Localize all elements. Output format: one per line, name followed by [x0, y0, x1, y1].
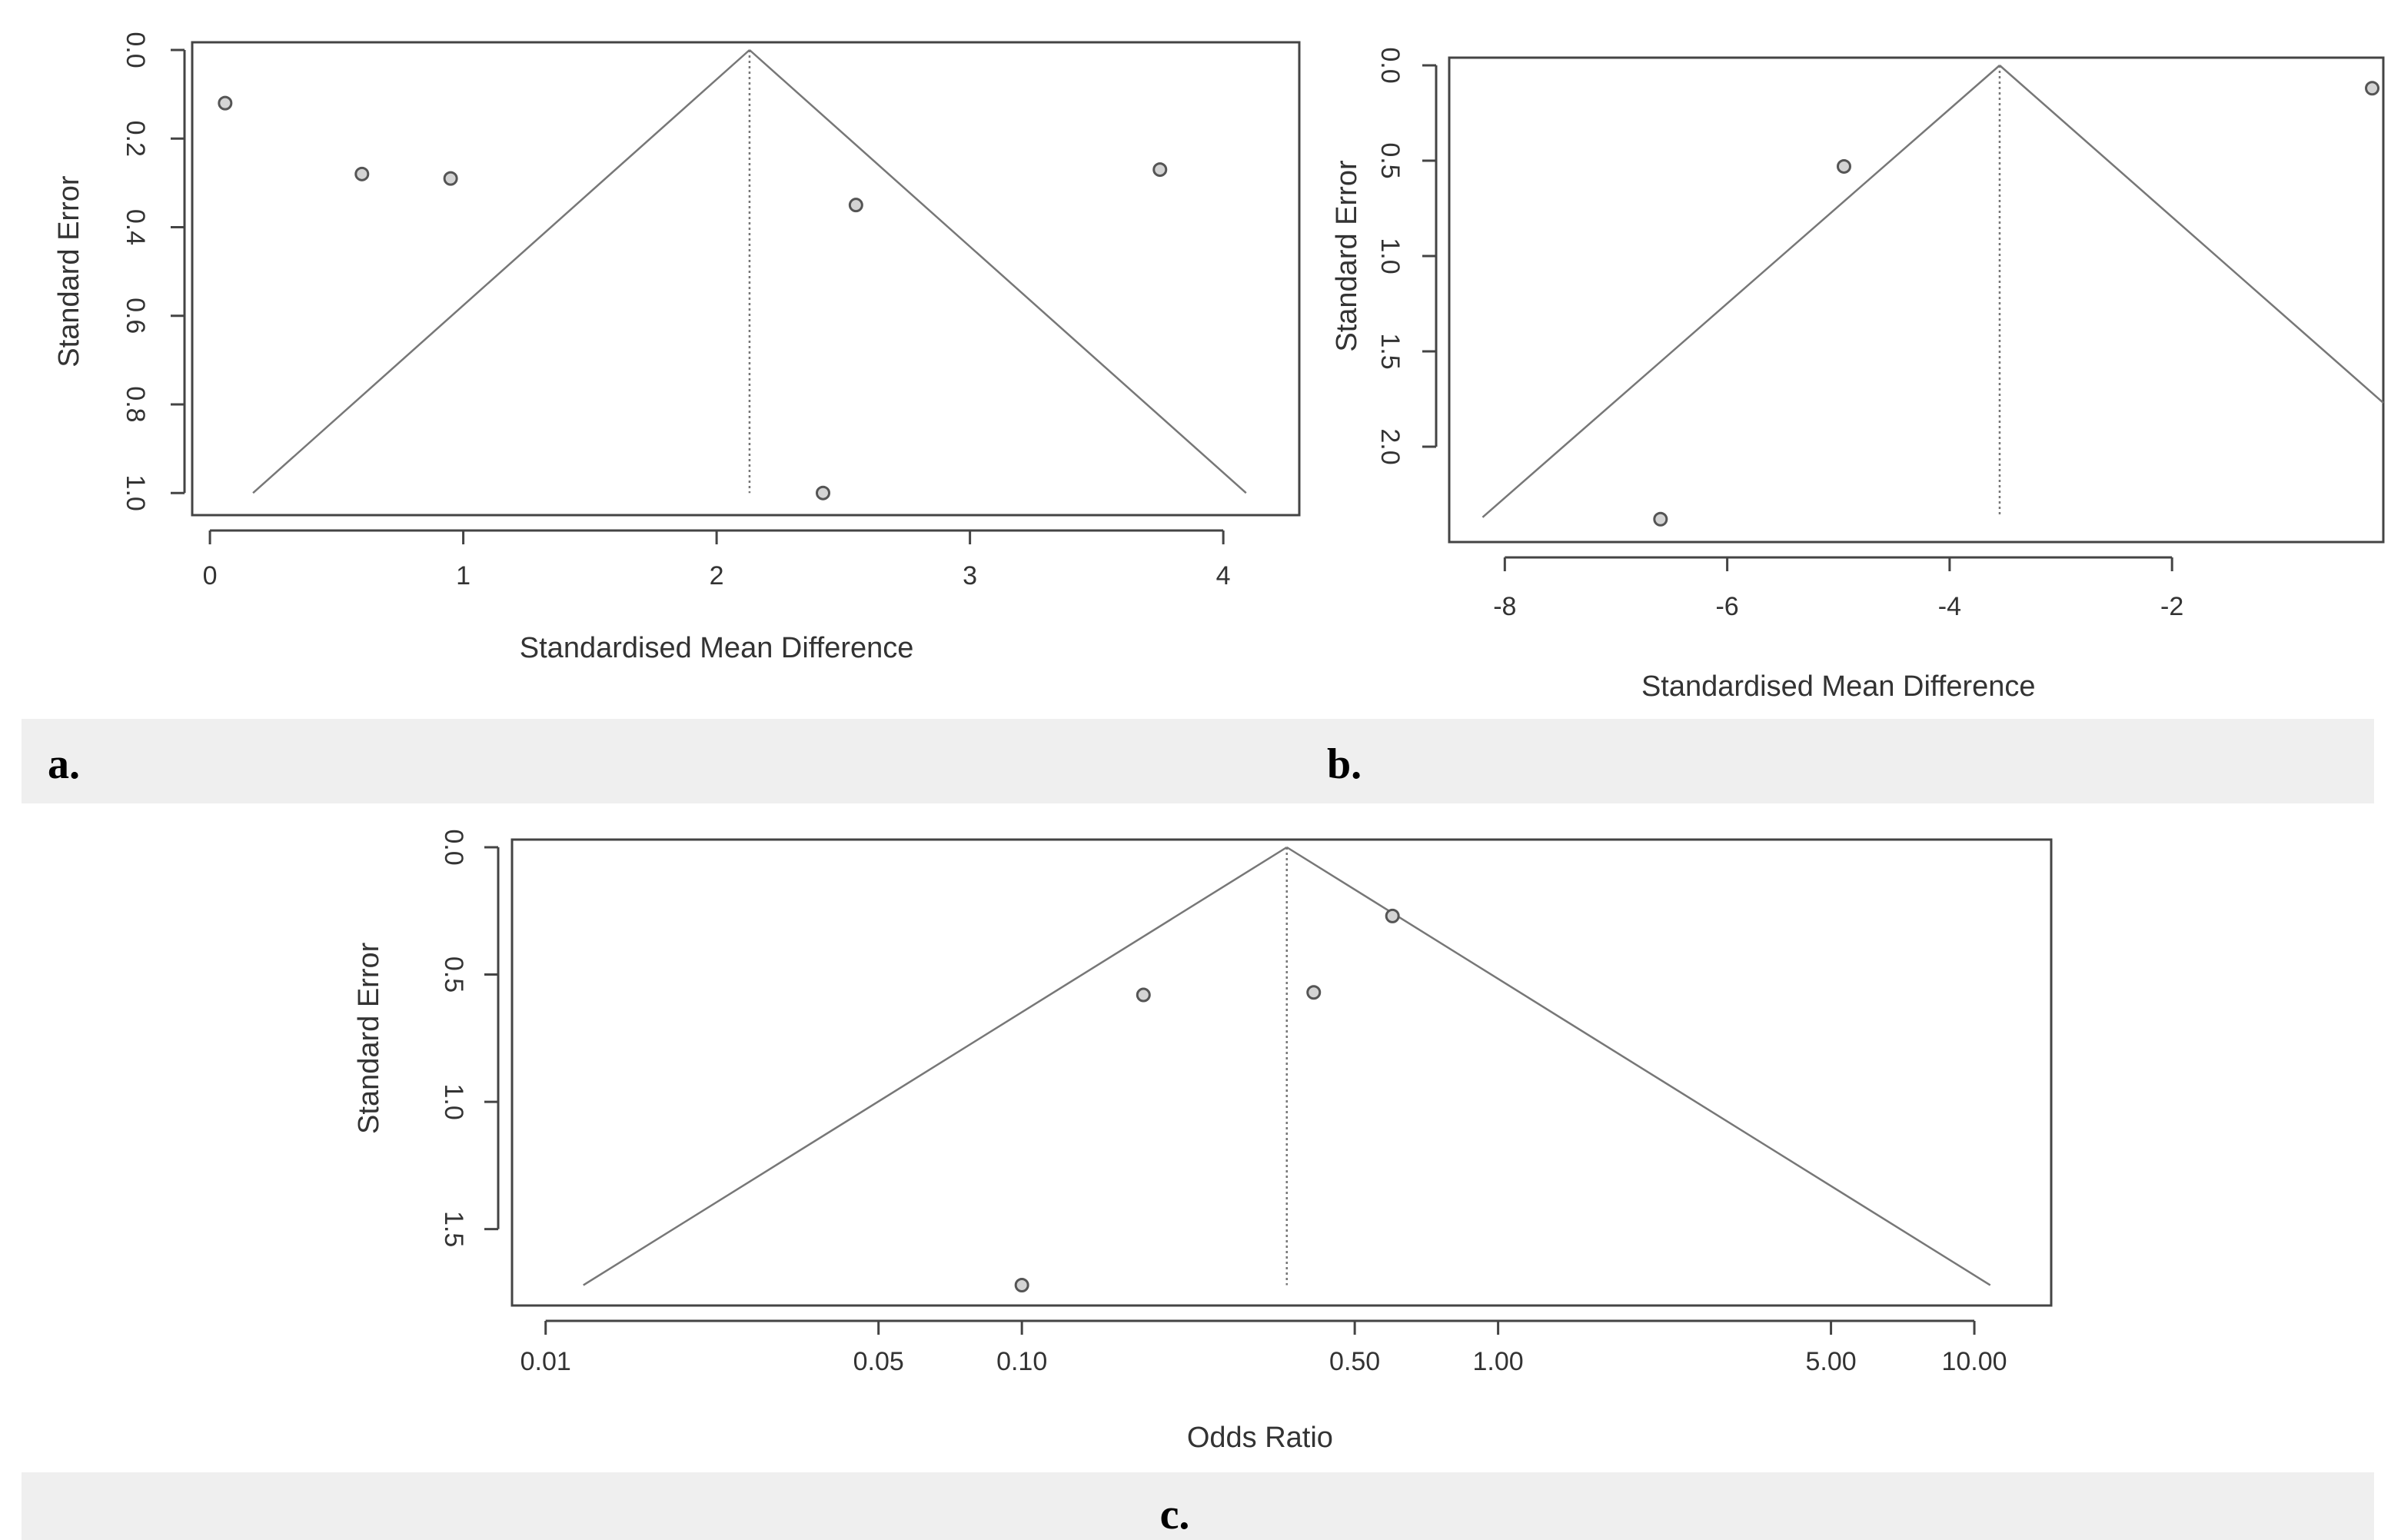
funnel-left-line	[583, 846, 1288, 1286]
y-tick-label: 0.0	[439, 829, 468, 865]
y-axis-label: Standard Error	[353, 942, 385, 1134]
x-tick-label: -6	[1715, 592, 1738, 621]
plot-frame	[191, 41, 1301, 517]
x-tick-label: 0.01	[520, 1347, 571, 1376]
y-tick-label: 1.0	[121, 475, 150, 511]
panel-b-caption: b.	[1327, 740, 1362, 788]
panel-a-caption: a.	[48, 740, 80, 788]
x-tick-label: -4	[1938, 592, 1961, 621]
x-tick-label: 0.10	[996, 1347, 1047, 1376]
x-tick-label: 0	[203, 561, 218, 590]
data-point	[1385, 908, 1400, 923]
funnel-right-line	[1999, 65, 2384, 404]
y-axis-label: Standard Error	[53, 175, 85, 368]
y-tick-label: 2.0	[1375, 428, 1405, 464]
x-tick-label: 1.00	[1473, 1347, 1524, 1376]
data-point	[848, 198, 863, 213]
y-tick-label: 0.5	[439, 956, 468, 993]
y-tick-label: 0.2	[121, 121, 150, 157]
data-point	[1014, 1278, 1029, 1293]
caption-band-top	[22, 719, 2374, 803]
y-tick-label: 1.0	[1375, 238, 1405, 274]
x-tick-label: 3	[963, 561, 977, 590]
data-point	[816, 485, 831, 501]
y-tick-label: 0.6	[121, 298, 150, 334]
x-axis-label: Odds Ratio	[1187, 1422, 1333, 1454]
data-point	[1152, 162, 1168, 178]
plot-frame	[510, 838, 2053, 1307]
y-tick-label: 0.0	[121, 32, 150, 68]
x-axis-label: Standardised Mean Difference	[520, 632, 914, 664]
x-tick-label: 1	[456, 561, 471, 590]
panel-c-caption: c.	[1160, 1491, 1190, 1538]
x-tick-label: -8	[1493, 592, 1516, 621]
x-tick-label: 5.00	[1805, 1347, 1856, 1376]
data-point	[1836, 158, 1851, 174]
data-point	[354, 166, 370, 181]
x-tick-label: 0.50	[1329, 1347, 1380, 1376]
data-point	[443, 171, 458, 186]
funnel-left-line	[252, 49, 750, 494]
y-axis-label: Standard Error	[1331, 160, 1363, 352]
y-tick-label: 1.0	[439, 1083, 468, 1119]
data-point	[2365, 81, 2380, 96]
data-point	[1306, 985, 1322, 1000]
y-tick-label: 0.8	[121, 386, 150, 422]
y-tick-label: 0.5	[1375, 142, 1405, 178]
data-point	[1136, 987, 1151, 1003]
funnel-panel-b: -8 -6 -4 -2 0.0 0.5 1.0 1.5 2.0 Standardised Mean…	[1331, 47, 2385, 703]
y-tick-label: 0.4	[121, 209, 150, 245]
funnel-left-line	[1481, 65, 2000, 518]
funnel-right-line	[749, 49, 1247, 494]
data-point	[1653, 511, 1668, 527]
x-tick-label: 4	[1216, 561, 1231, 590]
x-tick-label: 10.00	[1941, 1347, 2007, 1376]
y-tick-label: 1.5	[1375, 333, 1405, 369]
caption-band-bottom	[22, 1472, 2374, 1540]
plot-frame	[1448, 56, 2385, 544]
data-point	[218, 95, 233, 111]
x-tick-label: 2	[710, 561, 724, 590]
x-tick-label: -2	[2160, 592, 2183, 621]
funnel-panel-a: 0 1 2 3 4 0.0 0.2 0.4 0.6 0.8 1.0 Standardised Mean…	[53, 32, 1301, 664]
y-tick-label: 0.0	[1375, 47, 1405, 83]
funnel-panel-c: 0.01 0.05 0.10 0.50 1.00 5.00 10.00 0.0 0.5 1.0 1.…	[353, 829, 2053, 1454]
y-tick-label: 1.5	[439, 1211, 468, 1247]
x-tick-label: 0.05	[853, 1347, 904, 1376]
x-axis-label: Standardised Mean Difference	[1641, 670, 2036, 703]
funnel-right-line	[1286, 846, 1991, 1286]
